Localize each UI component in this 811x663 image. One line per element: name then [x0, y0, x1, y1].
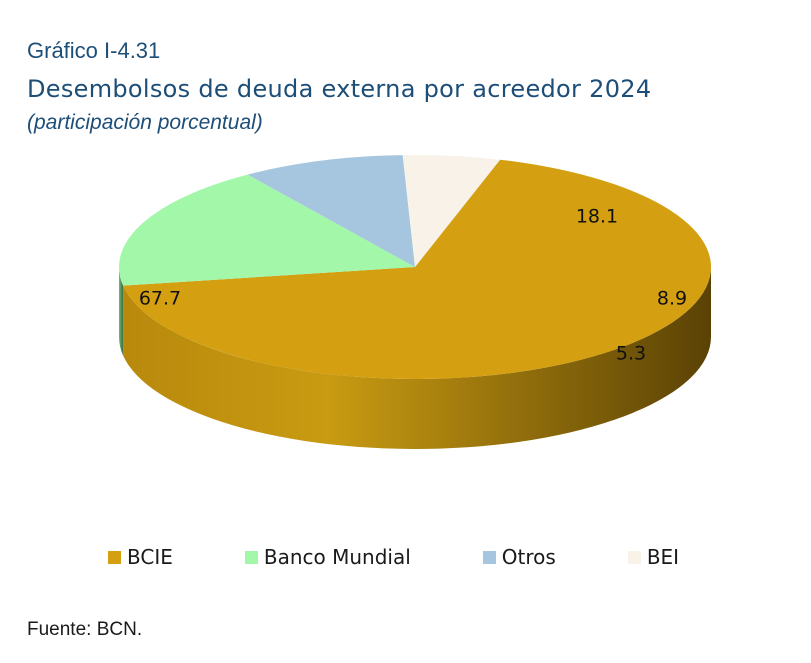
- data-label-bei: 5.3: [616, 343, 646, 365]
- legend-item-bei: BEI: [627, 545, 680, 569]
- pie-tops: [119, 155, 712, 379]
- legend-label-bcie: BCIE: [127, 545, 173, 569]
- pie-sides: [119, 267, 712, 450]
- figure-label: Gráfico I-4.31: [27, 38, 161, 63]
- chart-header: Gráfico I-4.31 Desembolsos de deuda exte…: [27, 38, 651, 136]
- pie-side-bcie: [123, 267, 712, 450]
- pie-chart: 67.7 18.1 8.9 5.3: [119, 155, 712, 450]
- source-note: Fuente: BCN.: [27, 619, 143, 640]
- chart-title: Desembolsos de deuda externa por acreedo…: [27, 75, 652, 103]
- legend-swatch-otros: [482, 550, 496, 564]
- pie-slice-banco-mundial: [119, 174, 415, 286]
- pie-slice-otros: [247, 155, 415, 267]
- pie-slice-bei: [402, 155, 501, 267]
- chart-subtitle: (participación porcentual): [27, 111, 263, 134]
- legend-swatch-bcie: [108, 550, 121, 564]
- legend-swatch-banco-mundial: [244, 550, 258, 564]
- data-label-otros: 8.9: [657, 288, 687, 310]
- pie-labels: 67.7 18.1 8.9 5.3: [139, 206, 687, 365]
- legend-item-banco-mundial: Banco Mundial: [244, 545, 411, 569]
- legend-item-bcie: BCIE: [108, 545, 173, 569]
- legend-swatch-bei: [627, 550, 641, 564]
- data-label-banco-mundial: 18.1: [576, 206, 618, 228]
- legend-item-otros: Otros: [482, 545, 556, 569]
- legend-label-bei: BEI: [646, 545, 680, 569]
- legend: BCIE Banco Mundial Otros BEI: [108, 545, 679, 569]
- data-label-bcie: 67.7: [139, 288, 181, 310]
- legend-label-banco-mundial: Banco Mundial: [263, 545, 411, 569]
- pie-side-banco-mundial: [119, 267, 124, 356]
- pie-slice-bcie: [123, 159, 712, 379]
- legend-label-otros: Otros: [501, 545, 556, 569]
